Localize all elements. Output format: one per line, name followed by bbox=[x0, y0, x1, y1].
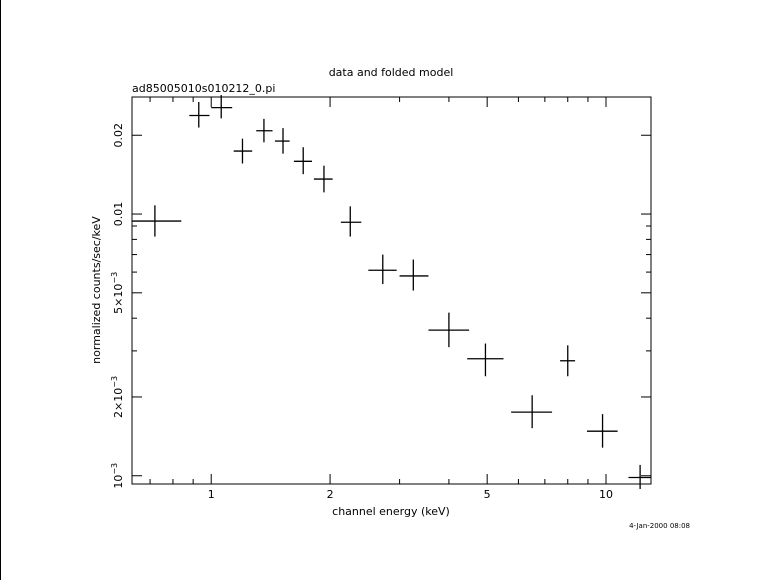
data-point bbox=[628, 464, 651, 489]
axis-tick-labels: 1 2 5 10 10−3 2×10−3 5×10−3 0.01 0.02 bbox=[110, 123, 613, 501]
y-tick-label: 2×10−3 bbox=[110, 376, 125, 418]
data-point bbox=[211, 94, 233, 119]
data-point bbox=[428, 312, 470, 348]
y-tick-label-text: 0.01 bbox=[112, 202, 125, 227]
y-tick-label-text: 5×10−3 bbox=[110, 272, 125, 314]
data-point bbox=[233, 138, 253, 164]
data-point bbox=[560, 345, 576, 377]
timestamp-label: 4-Jan-2000 08:08 bbox=[629, 522, 690, 530]
x-tick-label: 1 bbox=[208, 488, 215, 501]
plot-title: data and folded model bbox=[329, 66, 454, 79]
y-tick-label: 0.01 bbox=[112, 202, 125, 227]
x-tick-label: 5 bbox=[484, 488, 491, 501]
data-point bbox=[467, 343, 504, 377]
y-tick-label: 5×10−3 bbox=[110, 272, 125, 314]
y-tick-label-text: 2×10−3 bbox=[110, 376, 125, 418]
data-point bbox=[189, 101, 210, 128]
y-tick-label: 0.02 bbox=[112, 123, 125, 148]
data-point bbox=[586, 414, 618, 448]
data-point bbox=[256, 118, 273, 143]
data-point bbox=[274, 128, 290, 154]
y-tick-label: 10−3 bbox=[110, 463, 125, 489]
y-axis-label: normalized counts/sec/keV bbox=[90, 216, 103, 364]
data-point bbox=[399, 259, 429, 291]
x-axis-label: channel energy (keV) bbox=[332, 505, 450, 518]
data-point bbox=[293, 147, 313, 175]
data-point bbox=[132, 205, 182, 237]
x-tick-label: 2 bbox=[327, 488, 334, 501]
y-tick-label-text: 10−3 bbox=[110, 463, 125, 489]
x-tick-label: 10 bbox=[599, 488, 613, 501]
axis-ticks bbox=[132, 97, 651, 484]
y-tick-label-text: 0.02 bbox=[112, 123, 125, 148]
data-point bbox=[313, 165, 333, 193]
data-point bbox=[340, 206, 362, 237]
data-points bbox=[132, 94, 651, 489]
data-point bbox=[511, 395, 553, 429]
plot-frame bbox=[131, 96, 652, 485]
data-point bbox=[368, 254, 397, 285]
file-name-label: ad85005010s010212_0.pi bbox=[132, 82, 275, 95]
